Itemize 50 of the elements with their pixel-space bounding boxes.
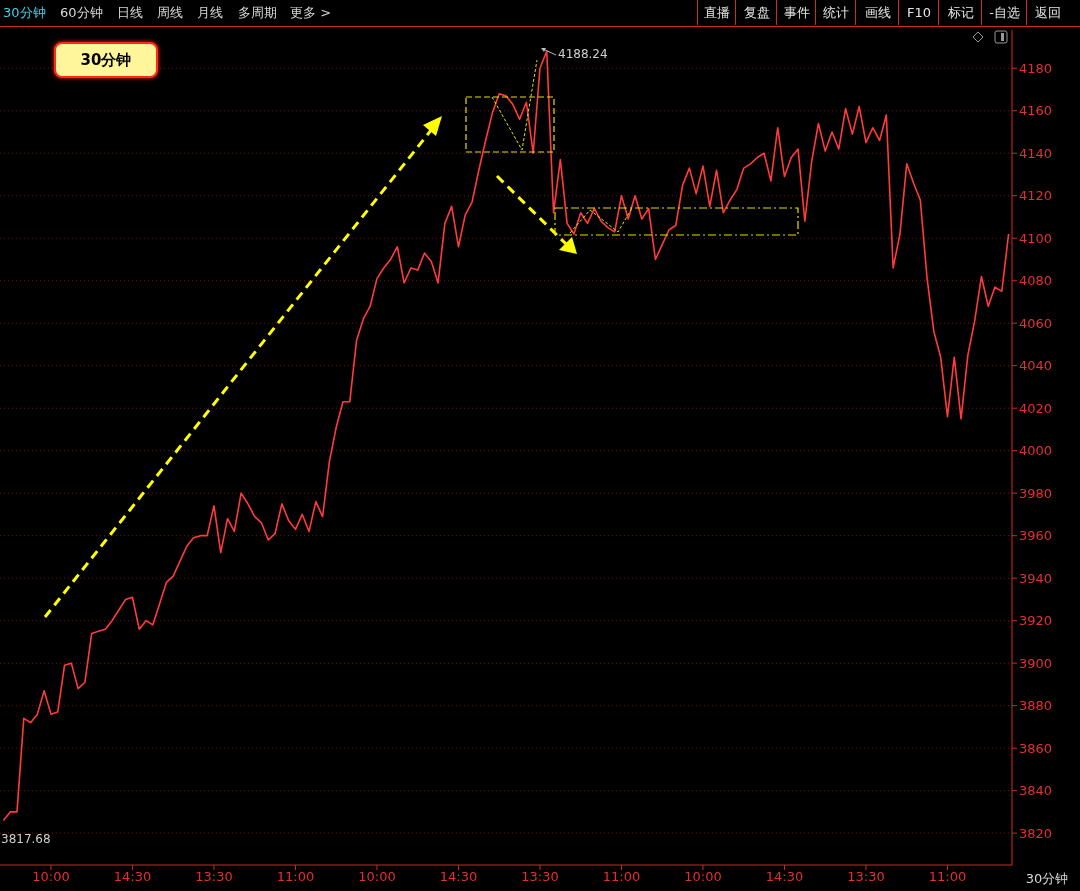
x-tick-label: 10:00 — [32, 869, 70, 885]
y-tick-label: 4120 — [1019, 188, 1053, 204]
text: F10 — [898, 0, 939, 25]
text: -自选 — [981, 0, 1027, 25]
x-tick-label: 10:00 — [684, 869, 722, 885]
y-tick-label: 4100 — [1019, 230, 1053, 246]
x-tick-label: 11:00 — [276, 869, 315, 885]
y-tick-label: 3840 — [1019, 783, 1053, 799]
text: 返回 — [1026, 0, 1069, 25]
text: 事件 — [776, 0, 816, 25]
x-tick-label: 11:00 — [602, 869, 641, 885]
y-tick-label: 4000 — [1019, 443, 1053, 459]
y-tick-label: 3940 — [1019, 570, 1053, 586]
y-tick-label: 3920 — [1019, 613, 1053, 629]
annotation: 3817.68 — [1, 832, 51, 846]
x-tick-label: 13:30 — [847, 869, 885, 885]
text: 直播 — [697, 0, 736, 25]
text: 画线 — [855, 0, 899, 25]
text: 日线 — [117, 4, 143, 22]
x-tick-label: 14:30 — [113, 869, 152, 885]
y-tick-label: 3820 — [1019, 825, 1053, 841]
x-tick-label: 11:00 — [928, 869, 967, 885]
text: 复盘 — [735, 0, 777, 25]
x-tick-label: 14:30 — [765, 869, 804, 885]
y-tick-label: 3880 — [1019, 698, 1053, 714]
y-tick-label: 4080 — [1019, 273, 1053, 289]
y-tick-label: 4040 — [1019, 358, 1053, 374]
y-tick-label: 3960 — [1019, 528, 1053, 544]
y-tick-label: 4160 — [1019, 103, 1053, 119]
x-tick-label: 13:30 — [521, 869, 559, 885]
y-tick-label: 4060 — [1019, 315, 1053, 331]
text: 60分钟 — [60, 4, 103, 22]
text: 更多 > — [290, 4, 332, 22]
text: 30分钟 — [1024, 870, 1070, 888]
x-tick-label: 13:30 — [195, 869, 233, 885]
y-tick-label: 3860 — [1019, 740, 1053, 756]
y-tick-label: 3980 — [1019, 485, 1053, 501]
y-tick-label: 4180 — [1019, 60, 1053, 76]
text: 统计 — [815, 0, 856, 25]
y-tick-label: 3900 — [1019, 655, 1053, 671]
y-tick-label: 4140 — [1019, 145, 1053, 161]
text: 周线 — [157, 4, 183, 22]
annotation: 4188.24 — [558, 47, 608, 61]
x-tick-label: 10:00 — [358, 869, 396, 885]
x-tick-label: 14:30 — [439, 869, 478, 885]
text: 月线 — [197, 4, 223, 22]
text: 30分钟 — [3, 4, 46, 22]
text: 标记 — [938, 0, 982, 25]
y-tick-label: 4020 — [1019, 400, 1053, 416]
text: 多周期 — [238, 4, 277, 22]
